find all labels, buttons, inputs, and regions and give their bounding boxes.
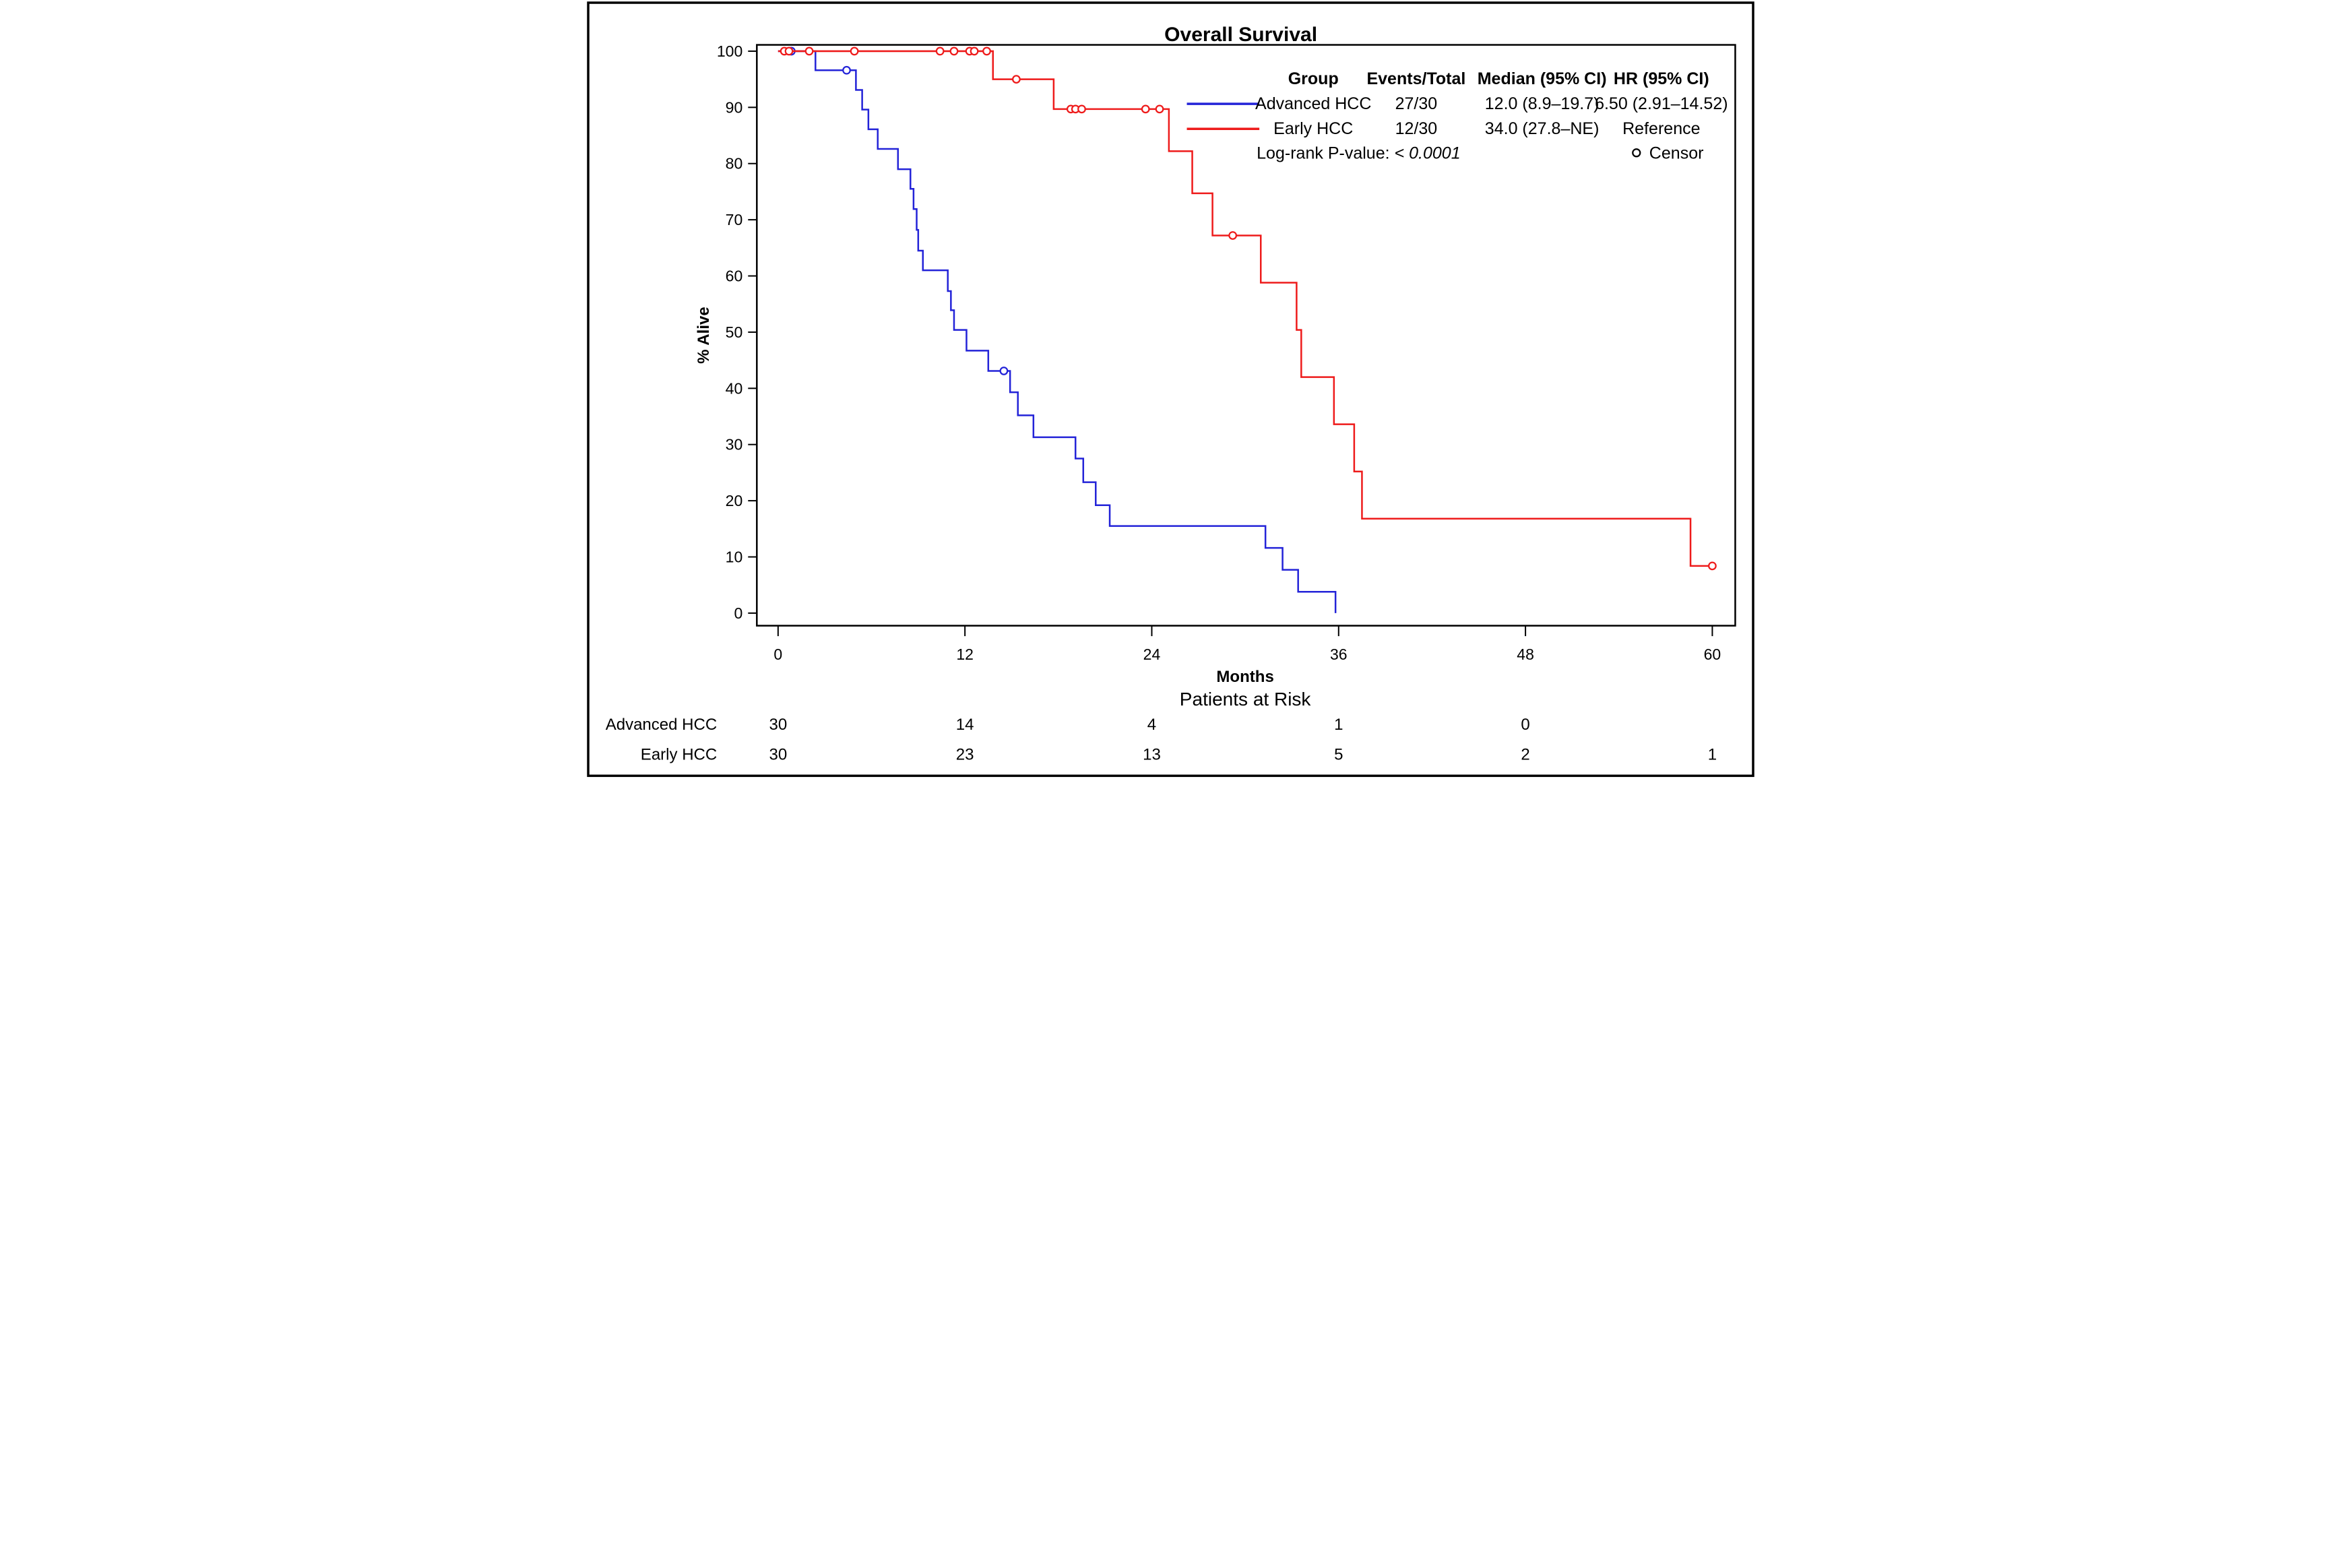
legend-row-advanced-hr: 6.50 (2.91–14.52) bbox=[1595, 94, 1728, 113]
risk-row-label-advanced: Advanced HCC bbox=[606, 716, 718, 734]
legend-row-early-events: 12/30 bbox=[1395, 119, 1438, 138]
censor-mark bbox=[1708, 561, 1717, 571]
risk-count: 1 bbox=[1708, 745, 1717, 763]
censor-mark bbox=[842, 65, 851, 75]
y-tick-label: 0 bbox=[734, 604, 742, 622]
x-axis-ticks: 0 12 24 36 48 60 bbox=[773, 625, 1721, 663]
legend-row-early-hr: Reference bbox=[1622, 119, 1700, 138]
risk-count: 4 bbox=[1147, 716, 1156, 734]
pvalue-label: Log-rank P-value: bbox=[1257, 144, 1394, 162]
risk-count: 5 bbox=[1334, 745, 1343, 763]
x-tick-label: 12 bbox=[956, 646, 974, 663]
risk-table: Patients at Risk Advanced HCC Early HCC bbox=[606, 689, 1312, 763]
risk-row-label-early: Early HCC bbox=[641, 745, 717, 763]
y-tick-label: 100 bbox=[717, 42, 742, 60]
y-tick-label: 20 bbox=[726, 492, 743, 509]
risk-count: 14 bbox=[956, 716, 974, 734]
y-tick-label: 70 bbox=[726, 211, 743, 228]
risk-table-counts: 30 14 4 1 0 30 23 13 5 2 1 bbox=[769, 716, 1717, 763]
censor-mark bbox=[784, 46, 794, 56]
risk-count: 0 bbox=[1521, 716, 1529, 734]
km-curve-advanced-hcc bbox=[778, 50, 1337, 613]
censor-mark bbox=[804, 46, 814, 56]
x-tick-label: 24 bbox=[1143, 646, 1161, 663]
pvalue-text: Log-rank P-value: < 0.0001 bbox=[1257, 144, 1460, 162]
legend-row-early-median: 34.0 (27.8–NE) bbox=[1485, 119, 1600, 138]
x-tick-label: 36 bbox=[1330, 646, 1348, 663]
legend-header-events: Events/Total bbox=[1366, 69, 1465, 88]
survival-curves bbox=[778, 46, 1717, 613]
risk-count: 2 bbox=[1521, 745, 1529, 763]
legend-header-hr: HR (95% CI) bbox=[1614, 69, 1709, 88]
censor-mark bbox=[1012, 75, 1021, 84]
y-tick-label: 50 bbox=[726, 323, 743, 341]
y-tick-label: 40 bbox=[726, 379, 743, 397]
censor-mark bbox=[1077, 104, 1086, 114]
y-axis-label: % Alive bbox=[695, 307, 713, 364]
risk-count: 23 bbox=[956, 745, 974, 763]
censor-mark bbox=[1155, 104, 1164, 114]
censor-mark bbox=[982, 46, 991, 56]
y-tick-label: 90 bbox=[726, 98, 743, 116]
legend-row-early-group: Early HCC bbox=[1273, 119, 1353, 138]
censor-mark bbox=[1228, 231, 1238, 240]
censor-legend-label: Censor bbox=[1649, 144, 1704, 162]
y-axis-ticks: 0 10 20 30 40 50 60 70 80 90 100 bbox=[717, 42, 757, 622]
x-tick-label: 60 bbox=[1704, 646, 1721, 663]
legend-header-median: Median (95% CI) bbox=[1478, 69, 1607, 88]
y-tick-label: 60 bbox=[726, 268, 743, 285]
risk-count: 30 bbox=[769, 716, 787, 734]
legend: Group Events/Total Median (95% CI) HR (9… bbox=[1186, 69, 1728, 162]
legend-header-group: Group bbox=[1288, 69, 1339, 88]
legend-row-advanced-median: 12.0 (8.9–19.7) bbox=[1485, 94, 1600, 113]
censor-mark bbox=[970, 46, 979, 56]
risk-count: 1 bbox=[1334, 716, 1343, 734]
km-survival-chart: Overall Survival % Alive 010203040506070… bbox=[587, 1, 1754, 778]
plot-frame bbox=[756, 44, 1736, 627]
figure: Overall Survival % Alive 0 10 20 30 40 50 60 70… bbox=[585, 0, 1757, 785]
risk-count: 30 bbox=[769, 745, 787, 763]
pvalue-value: < 0.0001 bbox=[1395, 144, 1461, 162]
y-tick-label: 80 bbox=[726, 155, 743, 173]
page-title: Overall Survival bbox=[1164, 24, 1317, 46]
x-tick-label: 0 bbox=[773, 646, 782, 663]
x-axis-label: Months bbox=[1216, 668, 1273, 686]
censor-mark bbox=[999, 367, 1009, 375]
risk-count: 13 bbox=[1143, 745, 1161, 763]
y-tick-label: 30 bbox=[726, 436, 743, 453]
x-tick-label: 48 bbox=[1517, 646, 1534, 663]
censor-mark bbox=[1141, 104, 1150, 114]
censor-mark bbox=[935, 46, 945, 56]
legend-row-advanced-group: Advanced HCC bbox=[1255, 94, 1371, 113]
figure-border bbox=[587, 1, 1754, 778]
legend-row-advanced-events: 27/30 bbox=[1395, 94, 1438, 113]
censor-legend-icon bbox=[1632, 148, 1641, 158]
risk-table-title: Patients at Risk bbox=[1180, 689, 1312, 710]
censor-mark bbox=[949, 46, 959, 56]
y-tick-label: 10 bbox=[726, 548, 743, 566]
censor-mark bbox=[850, 46, 859, 56]
